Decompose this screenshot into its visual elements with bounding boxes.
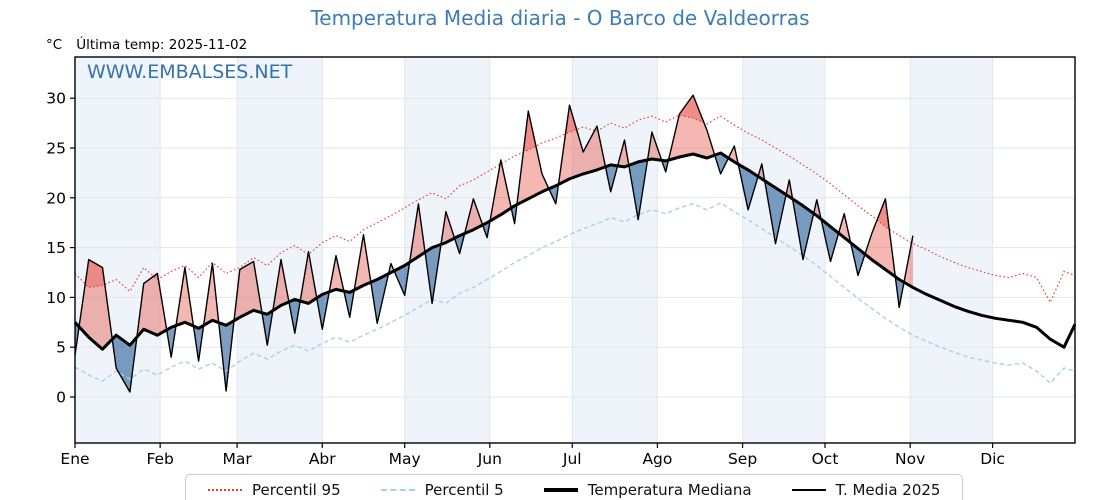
fill-above-median: [176, 267, 194, 326]
fill-above-median: [272, 259, 289, 311]
fill-above-median: [203, 263, 219, 326]
fill-below-median: [850, 242, 865, 276]
y-tick-label-15: 15: [46, 239, 66, 257]
x-tick-label-Abr: Abr: [309, 450, 336, 468]
fill-below-median: [193, 325, 204, 362]
fill-above-median: [234, 261, 262, 321]
fill-below-median: [661, 160, 669, 172]
fill-below-median: [738, 164, 759, 210]
x-tick-label-Jun: Jun: [477, 450, 502, 468]
x-tick-label-Dic: Dic: [980, 450, 1005, 468]
fill-above-median: [300, 251, 317, 304]
fill-below-median: [218, 320, 235, 391]
x-tick-label-Ago: Ago: [642, 450, 672, 468]
y-tick-label-10: 10: [46, 289, 66, 307]
legend-swatch-red-dotted: [208, 489, 242, 491]
fill-below-median: [370, 273, 389, 324]
legend-swatch-black-thick: [543, 488, 578, 492]
legend-label: Percentil 5: [424, 481, 504, 499]
legend-label: T. Media 2025: [835, 481, 941, 499]
fill-above-median: [329, 255, 344, 292]
plot-frame: [74, 56, 1076, 444]
legend-label: Percentil 95: [252, 481, 341, 499]
month-band: [572, 57, 658, 443]
fill-below-median: [288, 299, 301, 334]
fill-below-median: [343, 290, 355, 318]
x-tick-label-Sep: Sep: [728, 450, 757, 468]
x-tick-label-Jul: Jul: [562, 450, 582, 468]
fill-above-median: [558, 105, 606, 185]
fill-below-median: [628, 159, 648, 220]
fill-above-median: [668, 95, 715, 161]
fill-below-median: [792, 199, 814, 260]
fill-below-median: [511, 204, 517, 224]
month-band: [404, 57, 490, 443]
fill-above-median: [136, 273, 167, 338]
chart-legend: Percentil 95 Percentil 5 Temperatura Media…: [185, 474, 964, 500]
fill-above-median: [490, 160, 512, 221]
month-band: [237, 57, 323, 443]
fill-above-median: [354, 234, 371, 291]
legend-item-blue-dashed: Percentil 5: [380, 481, 504, 499]
fill-above-p95: [523, 111, 536, 153]
x-tick-label-Nov: Nov: [895, 450, 925, 468]
x-tick-label-May: May: [389, 450, 421, 468]
fill-above-median: [617, 140, 629, 167]
y-tick-label-5: 5: [56, 339, 66, 357]
fill-above-p95: [565, 105, 577, 134]
page-title: Temperatura Media diaria - O Barco de Va…: [310, 6, 810, 30]
fill-below-median: [112, 335, 137, 392]
last-temp-label: Última temp: 2025-11-02: [76, 37, 248, 53]
x-tick-label-Ene: Ene: [60, 450, 89, 468]
series-t-media-2025-line: [74, 94, 914, 393]
fill-below-median: [605, 164, 618, 192]
fill-below-median: [764, 180, 787, 244]
y-tick-label-30: 30: [46, 90, 66, 108]
fill-above-median: [516, 111, 549, 205]
unit-label: °C: [46, 37, 63, 53]
fill-above-median: [441, 211, 455, 245]
fill-below-median: [714, 153, 729, 174]
y-tick-label-0: 0: [56, 389, 66, 407]
fill-below-median: [895, 276, 904, 308]
legend-item-black-thin: T. Media 2025: [791, 481, 941, 499]
legend-swatch-black-thin: [791, 489, 826, 491]
fill-below-median: [425, 244, 441, 304]
legend-label: Temperatura Mediana: [587, 481, 752, 499]
month-band: [75, 57, 161, 443]
x-tick-label-Mar: Mar: [222, 450, 252, 468]
x-tick-label-Oct: Oct: [812, 450, 839, 468]
series-temperatura-mediana-line: [73, 151, 1077, 351]
y-tick-label-25: 25: [46, 140, 66, 158]
month-band: [910, 57, 993, 443]
fill-below-median: [166, 325, 176, 358]
legend-item-black-thick: Temperatura Mediana: [543, 481, 752, 499]
series-percentil-5-line: [74, 201, 1076, 385]
fill-above-median: [409, 203, 426, 263]
y-tick-label-20: 20: [46, 189, 66, 207]
chart-info-row: °C Última temp: 2025-11-02: [46, 37, 247, 53]
series-percentil-95-line: [74, 114, 1076, 304]
fill-below-median: [316, 291, 330, 330]
fill-above-median: [464, 198, 483, 234]
x-tick-label-Feb: Feb: [146, 450, 173, 468]
legend-item-red-dotted: Percentil 95: [208, 481, 341, 499]
watermark: WWW.EMBALSES.NET: [87, 61, 293, 83]
fill-below-median: [262, 310, 273, 346]
legend-swatch-blue-dashed: [380, 489, 415, 491]
month-band: [742, 57, 825, 443]
